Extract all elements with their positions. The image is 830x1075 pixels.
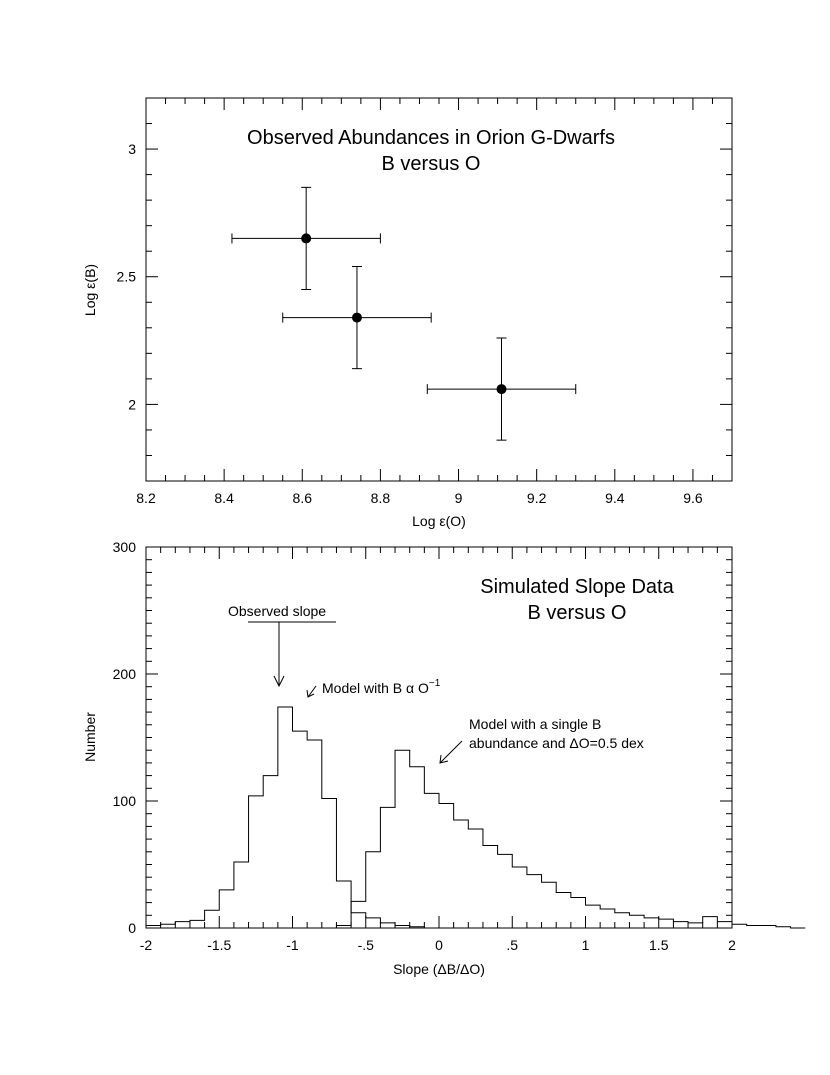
histogram-annotations: Observed slope Model with B α O−1 Model … bbox=[228, 603, 644, 764]
histogram-y-tick-label: 300 bbox=[113, 539, 137, 555]
histogram-y-tick-label: 100 bbox=[113, 793, 137, 809]
histogram-x-tick-label: -2 bbox=[140, 937, 153, 953]
histogram-y-tick-label: 0 bbox=[128, 920, 136, 936]
scatter-x-tick-label: 9.6 bbox=[683, 490, 703, 506]
annotation-single-b-line2: abundance and ΔO=0.5 dex bbox=[469, 735, 644, 751]
annotation-single-b-line1: Model with a single B bbox=[469, 716, 601, 732]
data-point bbox=[351, 312, 362, 323]
histogram-x-tick-label: .5 bbox=[506, 937, 518, 953]
annotation-observed-slope: Observed slope bbox=[228, 603, 326, 619]
scatter-y-tick-label: 2.5 bbox=[117, 269, 137, 285]
histogram-y-tick-label: 200 bbox=[113, 666, 137, 682]
scatter-x-tick-label: 9 bbox=[455, 490, 463, 506]
data-point bbox=[301, 233, 312, 244]
scatter-ticks bbox=[145, 97, 733, 482]
histogram-x-axis-label: Slope (ΔB/ΔO) bbox=[393, 961, 485, 977]
histogram-x-tick-label: 0 bbox=[435, 937, 443, 953]
scatter-title: Observed Abundances in Orion G-Dwarfs bbox=[247, 127, 615, 149]
histogram-y-axis-label: Number bbox=[82, 712, 98, 762]
scatter-y-tick-label: 3 bbox=[128, 141, 136, 157]
scatter-x-axis-label: Log ε(O) bbox=[412, 513, 466, 529]
scatter-y-tick-label: 2 bbox=[128, 396, 136, 412]
histogram-title: Simulated Slope Data bbox=[480, 576, 674, 598]
scatter-error-bars bbox=[231, 186, 577, 441]
histogram-x-tick-label: 2 bbox=[728, 937, 736, 953]
single-b-arrow bbox=[439, 740, 463, 764]
histogram-x-tick-label: 1.5 bbox=[649, 937, 669, 953]
histogram-x-tick-label: -.5 bbox=[358, 937, 375, 953]
model-b-alpha-o-arrowhead bbox=[306, 689, 315, 698]
histogram-x-tick-label: -1.5 bbox=[207, 937, 231, 953]
scatter-panel: 8.2 8.4 8.6 8.8 9 9.2 9.4 9.6 2 2.5 3 Observed Abu… bbox=[82, 97, 733, 529]
scatter-subtitle: B versus O bbox=[382, 153, 481, 175]
scatter-x-tick-label: 8.8 bbox=[371, 490, 391, 506]
histogram-series-single-b-model bbox=[335, 749, 806, 929]
single-b-arrowhead bbox=[439, 754, 449, 764]
histogram-x-tick-label: -1 bbox=[286, 937, 299, 953]
annotation-model-b-alpha-o: Model with B α O−1 bbox=[322, 678, 441, 696]
scatter-points bbox=[301, 233, 507, 395]
scatter-x-tick-label: 8.4 bbox=[214, 490, 234, 506]
scatter-x-tick-label: 9.4 bbox=[605, 490, 625, 506]
histogram-panel: -2 -1.5 -1 -.5 0 .5 1 1.5 2 0 100 200 300 Simulated … bbox=[82, 539, 806, 977]
scatter-y-axis-label: Log ε(B) bbox=[82, 264, 98, 316]
scatter-tick-labels: 8.2 8.4 8.6 8.8 9 9.2 9.4 9.6 2 2.5 3 bbox=[117, 141, 703, 506]
histogram-subtitle: B versus O bbox=[528, 602, 627, 624]
scatter-x-tick-label: 9.2 bbox=[527, 490, 547, 506]
histogram-tick-labels: -2 -1.5 -1 -.5 0 .5 1 1.5 2 0 100 200 300 bbox=[113, 539, 736, 953]
annotation-model-b-alpha-o-text: Model with B α O bbox=[322, 680, 429, 696]
scatter-x-tick-label: 8.2 bbox=[136, 490, 156, 506]
data-point bbox=[496, 384, 507, 395]
histogram-x-tick-label: 1 bbox=[582, 937, 590, 953]
model-b-alpha-o-arrow bbox=[307, 685, 317, 698]
annotation-superscript: −1 bbox=[429, 678, 441, 689]
observed-slope-arrowhead bbox=[273, 675, 285, 688]
scatter-x-tick-label: 8.6 bbox=[293, 490, 313, 506]
histogram-series-model-b-alpha-o bbox=[145, 706, 439, 929]
